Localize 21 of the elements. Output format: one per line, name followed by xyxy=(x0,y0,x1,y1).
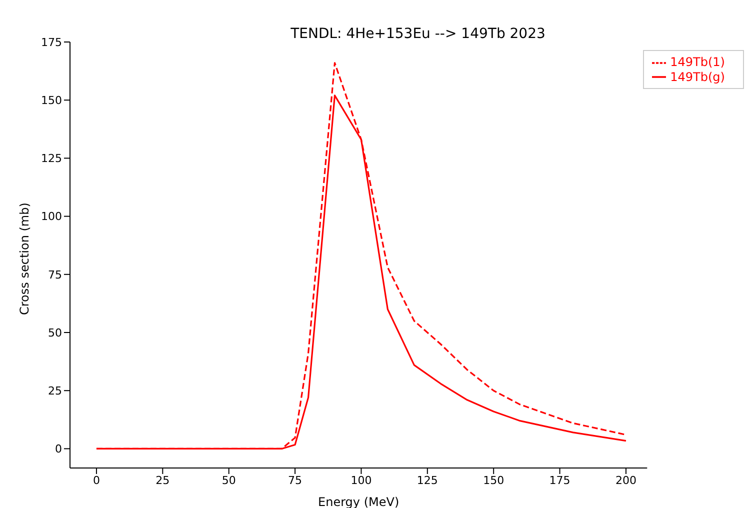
x-tick-label: 0 xyxy=(92,474,100,487)
x-tick-label: 100 xyxy=(350,474,372,487)
legend-label: 149Tb(g) xyxy=(670,70,725,84)
y-tick-label: 75 xyxy=(48,268,62,282)
x-tick-label: 150 xyxy=(483,474,504,487)
y-tick-label: 150 xyxy=(41,94,62,108)
y-tick-label: 100 xyxy=(41,210,62,224)
y-tick-label: 0 xyxy=(55,442,62,456)
y-axis-title: Cross section (mb) xyxy=(17,202,32,315)
y-tick-label: 175 xyxy=(41,36,62,49)
x-tick-label: 125 xyxy=(416,474,438,487)
y-tick-label: 50 xyxy=(48,326,62,340)
x-tick-label: 175 xyxy=(549,474,570,487)
x-tick-label: 50 xyxy=(222,474,236,487)
y-tick-label: 25 xyxy=(48,384,62,398)
x-tick-label: 25 xyxy=(156,474,170,487)
y-tick-label: 125 xyxy=(41,152,62,166)
chart-title: TENDL: 4He+153Eu --> 149Tb 2023 xyxy=(290,26,546,42)
legend-label: 149Tb(1) xyxy=(670,55,725,69)
x-tick-label: 75 xyxy=(288,474,302,487)
x-tick-label: 200 xyxy=(615,474,636,487)
